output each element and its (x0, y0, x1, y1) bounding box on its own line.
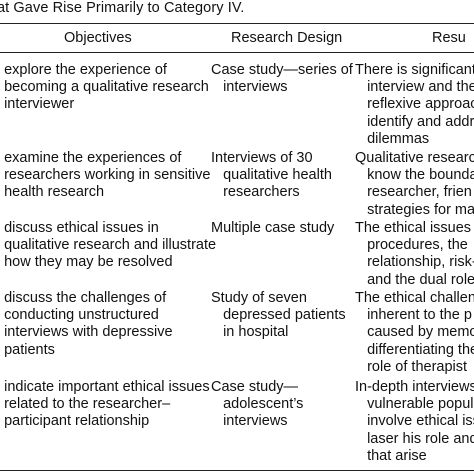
bottom-rule (0, 470, 474, 472)
header-results: Resu (432, 30, 466, 46)
row1-results: There is significant c interview and the… (355, 62, 474, 147)
row5-results: In-depth interviews vulnerable popul inv… (355, 379, 474, 464)
row4-design: Study of seven depressed patients in hos… (211, 290, 346, 341)
row2-objectives: o examine the experiences of researchers… (0, 150, 211, 201)
row3-objectives: o discuss ethical issues in qualitative … (0, 220, 217, 271)
row4-objectives: o discuss the challenges of conducting u… (0, 290, 173, 358)
row5-objectives: o indicate important ethical issues rela… (0, 379, 210, 430)
header-research-design: Research Design (231, 30, 343, 46)
row1-objectives: o explore the experience of becoming a q… (0, 62, 209, 113)
table-caption: at Gave Rise Primarily to Category IV. (0, 0, 245, 16)
row4-results: The ethical challeng inherent to the p c… (355, 290, 474, 375)
row3-design: Multiple case study (211, 220, 335, 236)
header-objectives: Objectives (64, 30, 132, 46)
top-rule (0, 23, 474, 25)
row3-results: The ethical issues c procedures, the rel… (355, 220, 474, 288)
row2-results: Qualitative research know the bounda res… (355, 150, 474, 218)
row2-design: Interviews of 30 qualitative health rese… (211, 150, 332, 201)
row1-design: Case study—series of interviews (211, 62, 353, 96)
header-rule (0, 52, 474, 53)
row5-design: Case study— adolescent’s interviews (211, 379, 304, 430)
